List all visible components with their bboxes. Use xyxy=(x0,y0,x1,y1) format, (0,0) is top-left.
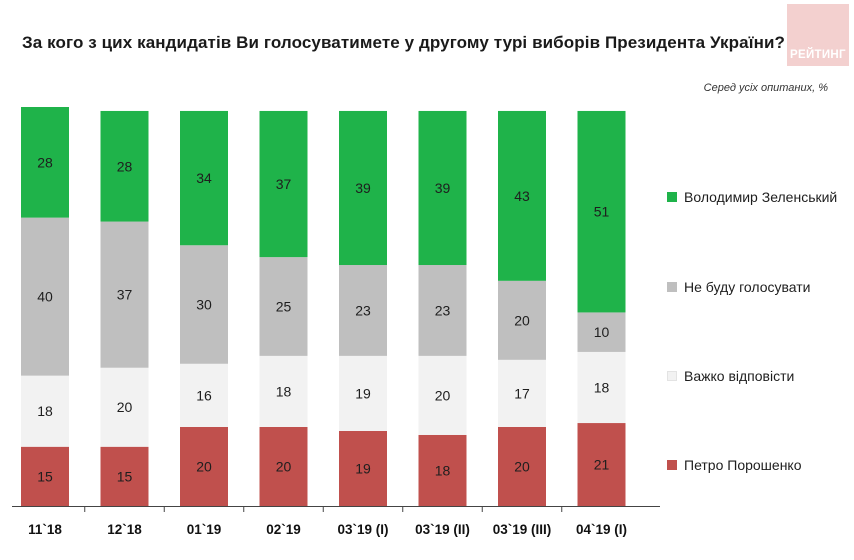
legend-label-poroshenko: Петро Порошенко xyxy=(684,457,802,473)
x-tick-label-4: 03`19 (I) xyxy=(337,522,388,537)
legend-swatch-poroshenko xyxy=(667,460,677,470)
bar-segment-2-2 xyxy=(180,245,228,364)
bar-value-label-3-0: 28 xyxy=(37,154,53,170)
bar-segment-0-6 xyxy=(498,426,546,506)
bar-value-label-1-2: 16 xyxy=(196,387,212,403)
logo-text: РЕЙТИНГ xyxy=(790,49,846,61)
bar-segment-2-1 xyxy=(100,221,149,368)
bar-value-label-1-3: 18 xyxy=(276,383,292,399)
legend-label-not-vote: Не буду голосувати xyxy=(684,279,811,295)
bar-value-label-0-7: 21 xyxy=(594,457,610,473)
bar-value-label-3-6: 43 xyxy=(514,188,530,204)
bar-segment-0-2 xyxy=(180,426,228,506)
bar-value-label-3-5: 39 xyxy=(435,180,451,196)
bar-segment-2-5 xyxy=(418,265,467,356)
bar-segment-2-4 xyxy=(339,265,387,356)
bar-value-label-0-4: 19 xyxy=(355,460,371,476)
bar-value-label-0-0: 15 xyxy=(37,468,53,484)
x-tick-label-6: 03`19 (III) xyxy=(493,522,552,537)
bar-value-label-3-2: 34 xyxy=(196,170,212,186)
bar-segment-3-0 xyxy=(21,107,69,218)
bar-segment-1-5 xyxy=(418,355,467,435)
bar-segment-1-4 xyxy=(339,355,387,431)
bar-value-label-3-7: 51 xyxy=(594,204,610,220)
chart-subtitle: Серед усіх опитаних, % xyxy=(703,82,828,94)
bar-segment-2-6 xyxy=(498,280,546,360)
bar-value-label-0-2: 20 xyxy=(196,458,212,474)
bar-segment-3-7 xyxy=(577,110,626,313)
bar-value-label-1-6: 17 xyxy=(514,385,530,401)
legend-item-not-vote: Не буду голосувати xyxy=(667,279,810,295)
bar-segment-0-1 xyxy=(100,446,149,506)
bar-segment-0-3 xyxy=(259,426,308,506)
bar-value-label-3-3: 37 xyxy=(276,176,292,192)
bar-segment-1-7 xyxy=(577,351,626,424)
legend-swatch-not-vote xyxy=(667,282,677,292)
bar-segment-0-4 xyxy=(339,430,387,506)
legend-label-hard-to-say: Важко відповісти xyxy=(684,368,795,384)
bar-segment-2-7 xyxy=(577,312,626,352)
bar-value-label-1-5: 20 xyxy=(435,387,451,403)
bar-segment-3-3 xyxy=(259,110,308,258)
bar-value-label-2-0: 40 xyxy=(37,289,53,305)
bar-segment-1-2 xyxy=(180,363,228,427)
bar-segment-1-1 xyxy=(100,367,149,447)
bar-segment-1-0 xyxy=(21,375,69,447)
bar-value-label-0-3: 20 xyxy=(276,458,292,474)
x-tick-label-2: 01`19 xyxy=(187,522,222,537)
x-tick-label-5: 03`19 (II) xyxy=(415,522,470,537)
x-tick-label-1: 12`18 xyxy=(107,522,142,537)
bar-value-label-0-5: 18 xyxy=(435,462,451,478)
bar-value-label-2-1: 37 xyxy=(117,287,133,303)
legend-label-zelensky: Володимир Зеленський xyxy=(684,189,838,205)
bar-value-label-1-7: 18 xyxy=(594,379,610,395)
bar-value-label-2-2: 30 xyxy=(196,297,212,313)
bar-segment-1-6 xyxy=(498,359,546,427)
bar-segment-0-0 xyxy=(21,446,69,506)
bar-value-label-2-7: 10 xyxy=(594,324,610,340)
legend-item-zelensky: Володимир Зеленський xyxy=(667,189,837,205)
bar-segment-3-5 xyxy=(418,110,467,266)
bar-segment-0-5 xyxy=(418,434,467,506)
x-tick-label-7: 04`19 (I) xyxy=(576,522,627,537)
bar-segment-3-4 xyxy=(339,110,387,266)
chart-title: За кого з цих кандидатів Ви голосуватиме… xyxy=(22,33,785,52)
bar-segment-2-0 xyxy=(21,217,69,376)
bar-value-label-2-5: 23 xyxy=(435,302,451,318)
bar-value-label-1-4: 19 xyxy=(355,385,371,401)
bar-segment-2-3 xyxy=(259,257,308,356)
bar-segment-1-3 xyxy=(259,355,308,427)
bar-segment-3-1 xyxy=(100,110,149,222)
bar-segment-3-6 xyxy=(498,110,546,281)
bar-value-label-1-1: 20 xyxy=(117,399,133,415)
bar-value-label-2-6: 20 xyxy=(514,312,530,328)
bar-value-label-3-4: 39 xyxy=(355,180,371,196)
legend-item-hard-to-say: Важко відповісти xyxy=(667,368,794,384)
bar-value-label-2-3: 25 xyxy=(276,299,292,315)
x-tick-label-0: 11`18 xyxy=(28,522,62,537)
bar-segment-3-2 xyxy=(180,110,228,246)
rating-logo: РЕЙТИНГ xyxy=(787,4,849,66)
x-tick-label-3: 02`19 xyxy=(266,522,301,537)
legend-swatch-hard-to-say xyxy=(667,371,677,381)
legend-swatch-zelensky xyxy=(667,192,677,202)
bar-value-label-0-1: 15 xyxy=(117,468,133,484)
bar-value-label-1-0: 18 xyxy=(37,403,53,419)
bar-value-label-3-1: 28 xyxy=(117,158,133,174)
bar-value-label-0-6: 20 xyxy=(514,458,530,474)
bar-value-label-2-4: 23 xyxy=(355,302,371,318)
legend-item-poroshenko: Петро Порошенко xyxy=(667,457,802,473)
bar-segment-0-7 xyxy=(577,423,626,506)
chart-legend: Володимир Зеленський Не буду голосувати … xyxy=(667,0,854,560)
